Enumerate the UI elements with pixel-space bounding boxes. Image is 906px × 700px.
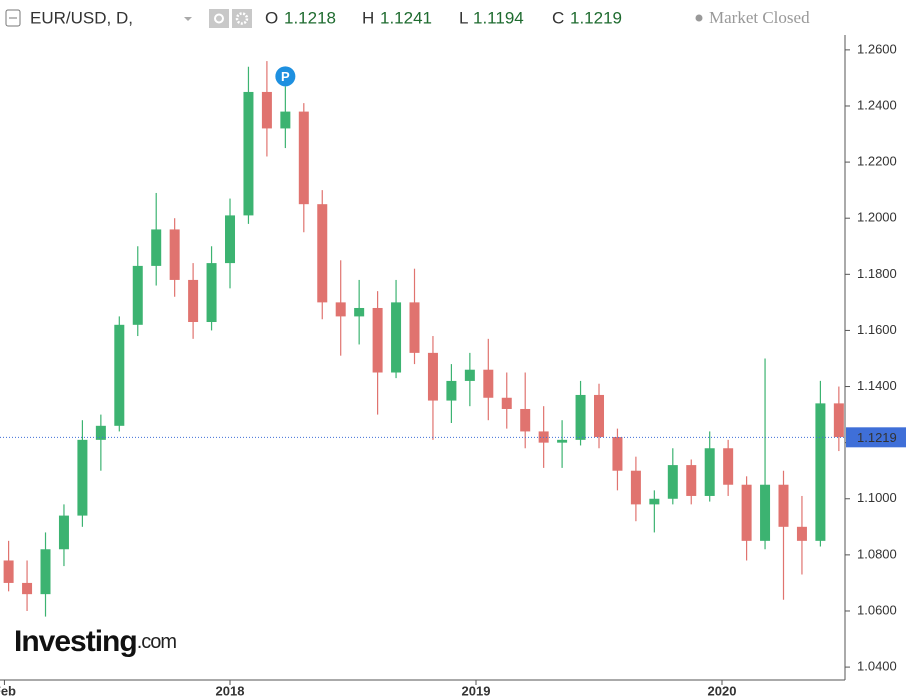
candle-body: [22, 582, 33, 595]
candle-body: [612, 437, 623, 471]
y-tick-label: 1.2600: [857, 41, 897, 56]
x-tick-label: Feb: [0, 683, 16, 698]
last-price-box: [846, 427, 906, 448]
candle-body: [335, 302, 346, 317]
y-tick-label: 1.0400: [857, 659, 897, 674]
watermark-suffix: .com: [137, 631, 177, 653]
candle-body: [704, 448, 715, 496]
eye-icon-glyph: [214, 13, 224, 24]
low-label: L: [459, 8, 468, 27]
close-value: 1.1219: [570, 8, 622, 27]
candle-body: [427, 352, 438, 401]
candle-body: [778, 484, 789, 527]
candle-body: [686, 465, 697, 496]
candle-body: [667, 465, 678, 499]
settings-icon-glyph: [235, 12, 249, 25]
y-tick-label: 1.2400: [857, 97, 897, 112]
candle-body: [261, 91, 272, 129]
candle-body: [796, 526, 807, 541]
watermark: Investing.com: [14, 625, 176, 658]
candle-body: [298, 111, 309, 205]
symbol[interactable]: EUR/USD, D,: [30, 8, 133, 27]
open-label: O: [265, 8, 278, 27]
status-dot: [695, 14, 703, 22]
watermark-main: Investing: [14, 625, 137, 658]
candle-body: [169, 229, 180, 280]
y-tick-label: 1.0600: [857, 602, 897, 617]
settings-icon[interactable]: [232, 9, 252, 28]
candle-body: [58, 515, 69, 550]
event-marker: [275, 66, 296, 87]
candle-body: [557, 439, 568, 443]
candle-body: [446, 380, 457, 401]
y-tick-label: 1.2200: [857, 154, 897, 169]
candle-body: [833, 403, 844, 438]
candle-body: [151, 229, 162, 266]
candle-body: [354, 307, 365, 317]
candle-body: [501, 397, 512, 409]
y-tick-label: 1.1000: [857, 490, 897, 505]
candle-body: [95, 425, 106, 440]
high-label: H: [362, 8, 374, 27]
candle-body: [243, 91, 254, 216]
open-value: 1.1218: [284, 8, 336, 27]
x-tick-label: 2020: [708, 683, 737, 698]
candle-body: [317, 204, 328, 303]
candle-body: [723, 448, 734, 485]
candle-body: [372, 307, 383, 373]
candle-body: [114, 324, 125, 426]
candle-body: [225, 215, 236, 264]
y-tick-label: 1.0800: [857, 546, 897, 561]
candle-body: [760, 484, 771, 541]
dropdown-arrow[interactable]: [184, 17, 192, 21]
x-tick-label: 2019: [462, 683, 491, 698]
candle-body: [649, 498, 660, 505]
candle-body: [575, 394, 586, 440]
y-tick-label: 1.1400: [857, 378, 897, 393]
candle-body: [3, 560, 14, 583]
candle-body: [741, 484, 752, 541]
event-marker-label: P: [281, 69, 290, 84]
y-tick-label: 1.1600: [857, 322, 897, 337]
candle-body: [132, 265, 143, 325]
high-value: 1.1241: [380, 8, 432, 27]
candle-body: [409, 302, 420, 353]
candle-body: [464, 369, 475, 381]
candle-body: [206, 263, 217, 323]
candle-body: [483, 369, 494, 398]
eye-icon[interactable]: [209, 9, 229, 28]
candle-body: [188, 279, 199, 323]
candle-body: [520, 408, 531, 432]
candle-body: [40, 549, 51, 595]
low-value: 1.1194: [473, 8, 524, 27]
last-price-label: 1.1219: [857, 430, 897, 445]
market-status: Market Closed: [709, 8, 810, 27]
y-tick-label: 1.2000: [857, 210, 897, 225]
close-label: C: [552, 8, 564, 27]
candle-body: [280, 111, 291, 129]
y-tick-label: 1.1800: [857, 266, 897, 281]
plot-area: [3, 61, 844, 617]
x-tick-label: 2018: [216, 683, 245, 698]
candle-body: [594, 394, 605, 438]
candle-body: [630, 470, 641, 505]
collapse-icon[interactable]: [5, 9, 21, 27]
candle-body: [391, 302, 402, 373]
candle-body: [77, 439, 88, 516]
candle-body: [815, 403, 826, 541]
